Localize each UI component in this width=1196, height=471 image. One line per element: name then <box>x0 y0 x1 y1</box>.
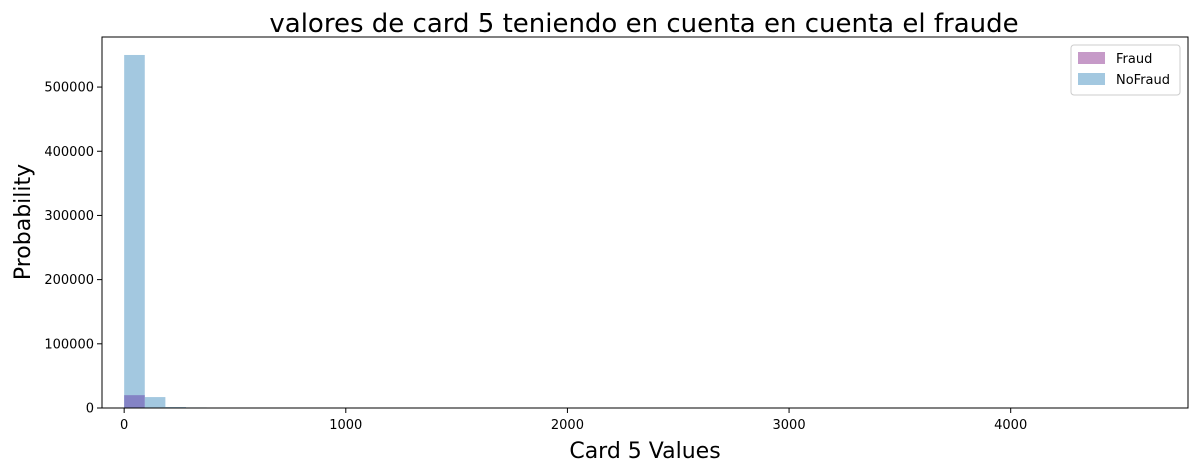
legend-swatch-nofraud <box>1078 73 1105 85</box>
x-tick-label: 0 <box>120 418 128 433</box>
x-tick-label: 2000 <box>551 418 584 433</box>
bar-nofraud-1 <box>144 397 166 408</box>
y-tick-label: 500000 <box>44 81 94 96</box>
bar-nofraud-0 <box>124 54 145 408</box>
legend-label-nofraud: NoFraud <box>1116 73 1170 88</box>
x-tick-label: 4000 <box>994 418 1027 433</box>
x-axis-label: Card 5 Values <box>569 439 720 464</box>
y-axis: 0 100000 200000 300000 400000 500000 <box>44 81 102 417</box>
y-tick-label: 0 <box>86 402 94 417</box>
legend-swatch-fraud <box>1078 52 1105 64</box>
chart-title: valores de card 5 teniendo en cuenta en … <box>269 9 1018 39</box>
x-tick-label: 1000 <box>329 418 362 433</box>
y-tick-label: 400000 <box>44 145 94 160</box>
legend: Fraud NoFraud <box>1070 44 1181 96</box>
legend-label-fraud: Fraud <box>1116 52 1152 67</box>
y-tick-label: 200000 <box>44 273 94 288</box>
bars-group <box>124 54 207 409</box>
y-tick-label: 100000 <box>44 337 94 352</box>
bar-fraud-0 <box>124 395 145 408</box>
x-axis: 0 1000 2000 3000 4000 <box>120 408 1027 433</box>
y-tick-label: 300000 <box>44 209 94 224</box>
y-axis-label: Probability <box>11 164 36 280</box>
plot-frame <box>101 36 1189 409</box>
x-tick-label: 3000 <box>773 418 806 433</box>
